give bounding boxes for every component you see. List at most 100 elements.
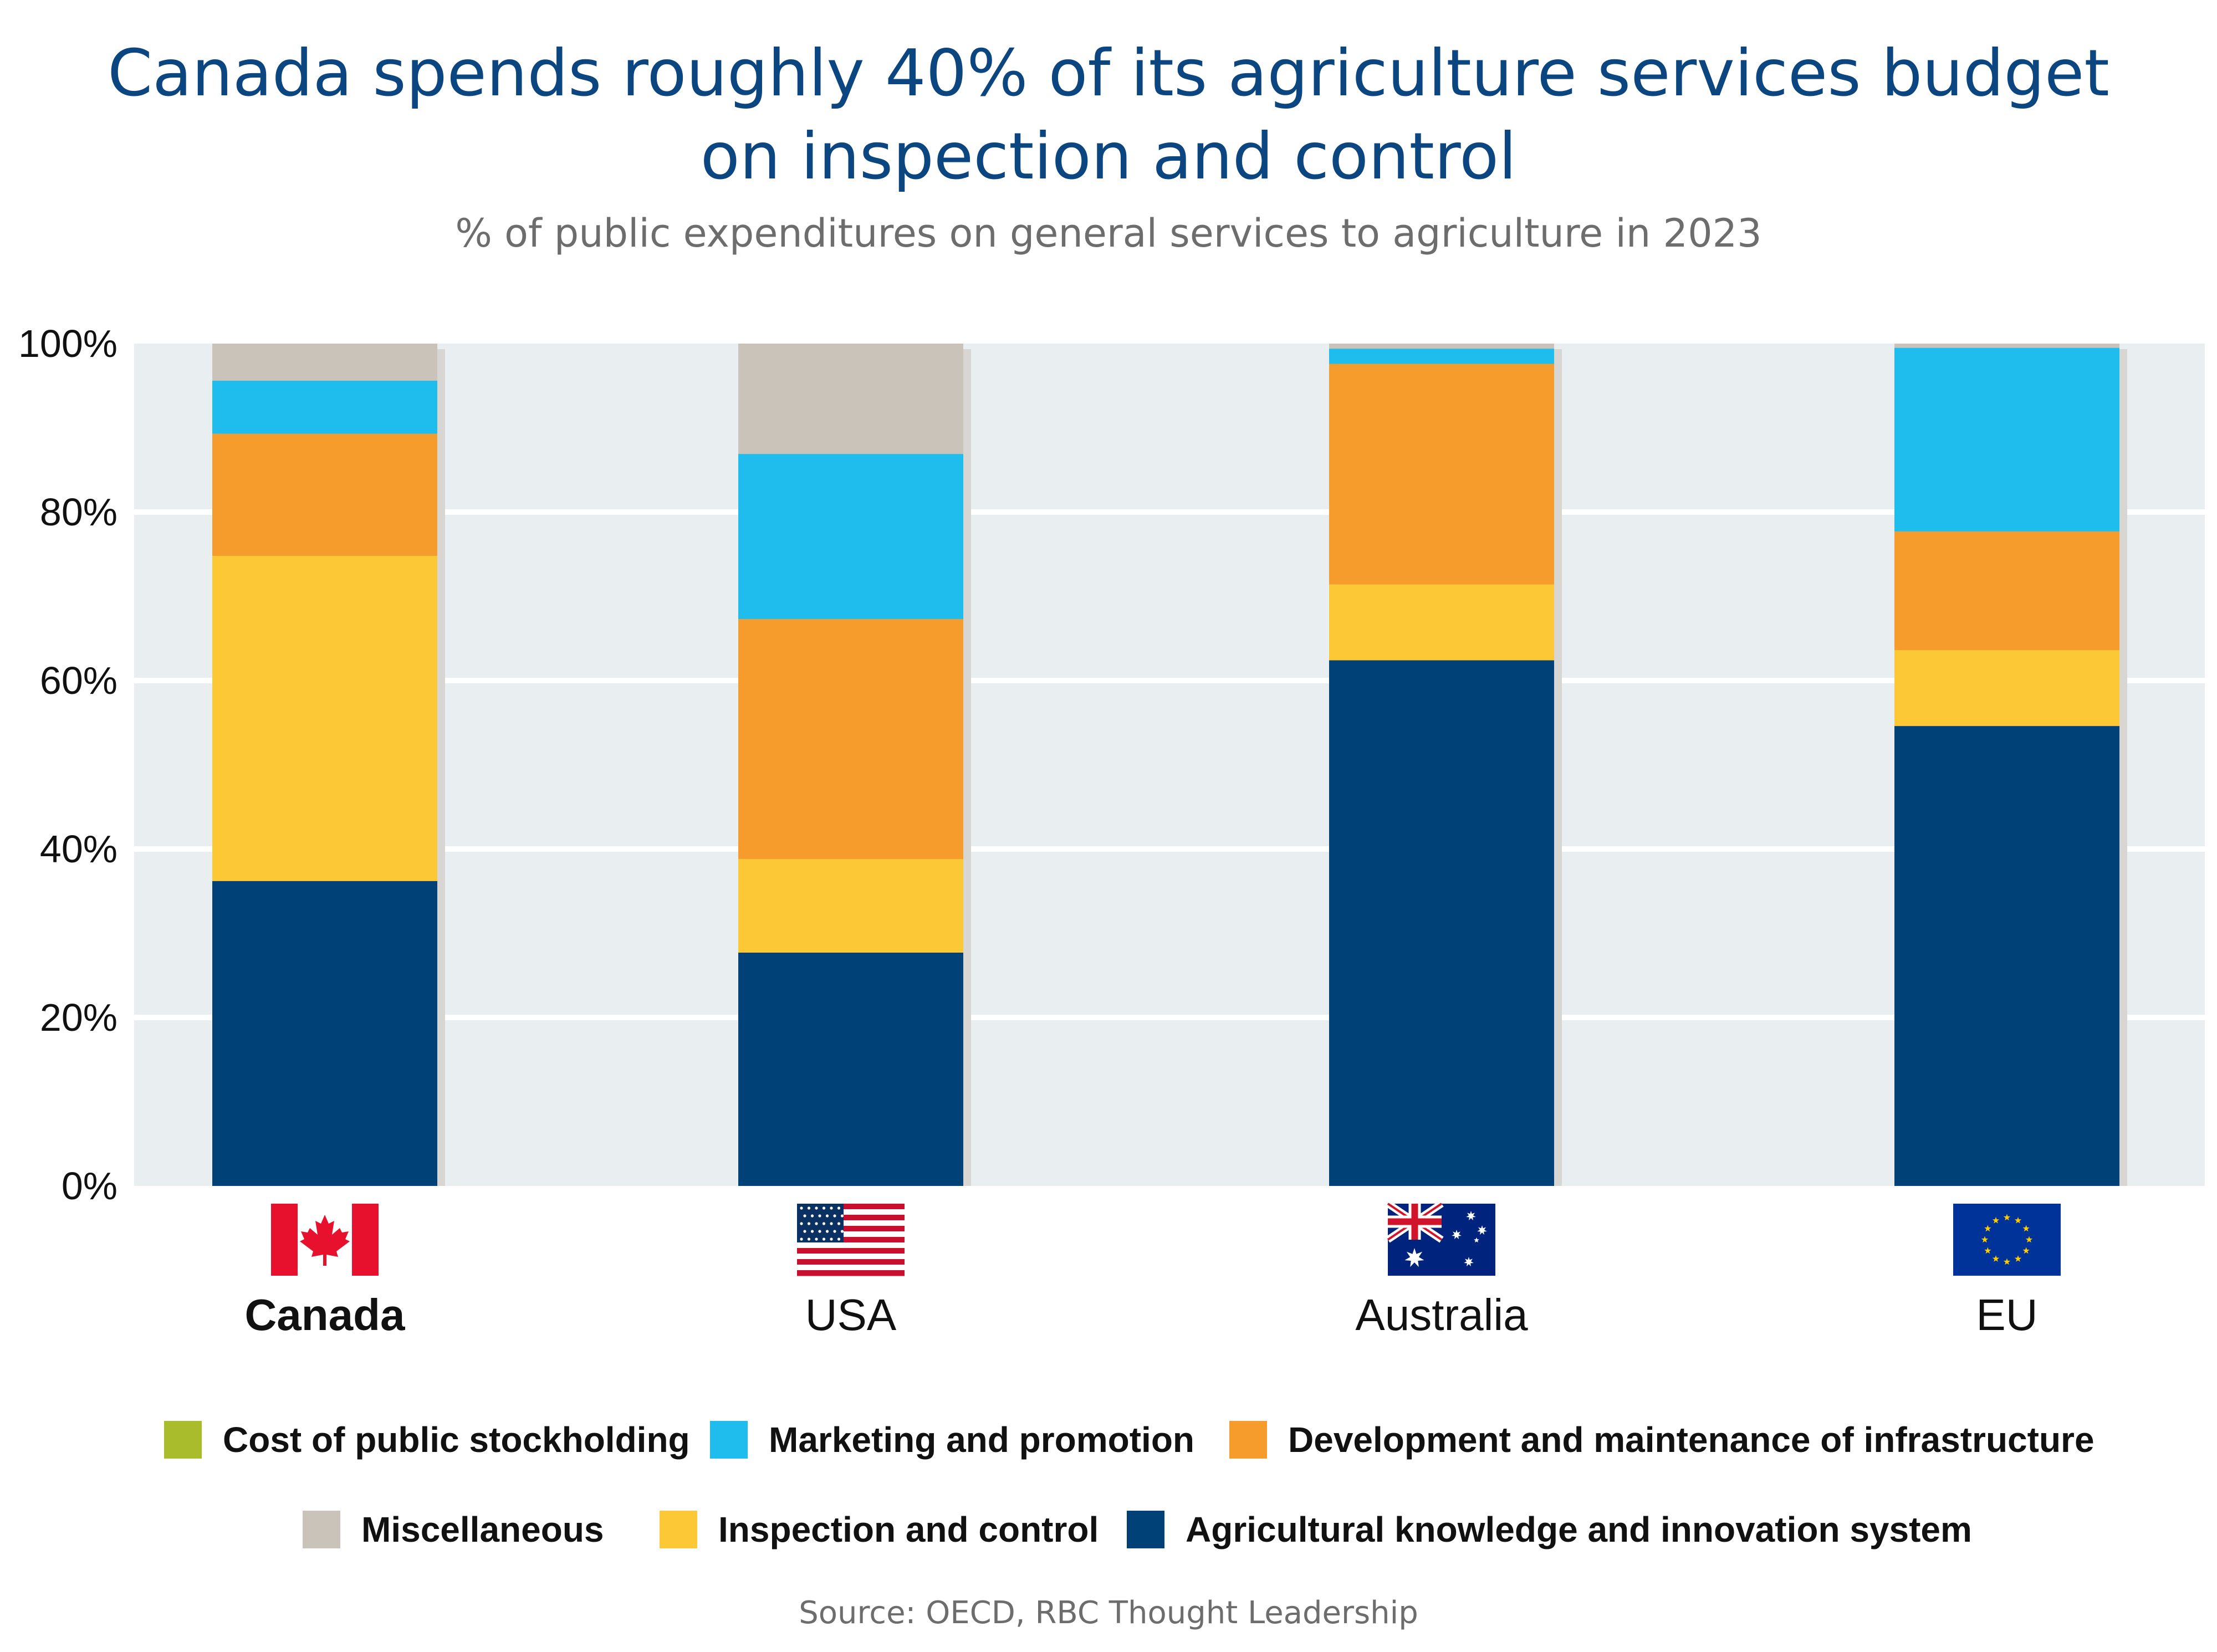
x-tick-label: EU: [1976, 1290, 2037, 1339]
flag-star: [1992, 1255, 2000, 1262]
flag-star: [830, 1237, 833, 1241]
flag-star: [822, 1206, 826, 1210]
flag-star: [1466, 1211, 1476, 1221]
canada-flag-icon: [271, 1204, 379, 1276]
bar-segment-eu-marketing-and-promotion: [1894, 347, 2119, 531]
flag-star: [833, 1230, 836, 1233]
bar-segment-australia-marketing-and-promotion: [1329, 349, 1554, 364]
y-tick-label: 40%: [40, 827, 118, 871]
flag-cross-red: [1388, 1218, 1442, 1225]
flag-stripe: [797, 1237, 905, 1243]
flag-star: [818, 1230, 821, 1233]
legend-swatch: [1127, 1511, 1164, 1548]
flag-stripe: [797, 1220, 905, 1226]
usa-flag-icon: [797, 1204, 905, 1276]
chart-source: Source: OECD, RBC Thought Leadership: [799, 1595, 1418, 1631]
bar-segment-eu-agricultural-knowledge-and-innovation-system: [1894, 726, 2119, 1186]
legend-item-development-and-maintenance-of-infrastructure: Development and maintenance of infrastru…: [1229, 1420, 2095, 1460]
flag-star: [830, 1222, 833, 1225]
legend-item-agricultural-knowledge-and-innovation-system: Agricultural knowledge and innovation sy…: [1127, 1510, 1972, 1549]
flag-star: [810, 1214, 814, 1218]
eu-flag-icon: [1953, 1204, 2061, 1276]
flag-star: [810, 1230, 814, 1233]
flag-star: [1984, 1247, 1991, 1254]
flag-stripe: [797, 1259, 905, 1265]
flag-star: [800, 1206, 803, 1210]
flag-band: [271, 1204, 298, 1276]
flag-star: [2022, 1225, 2030, 1232]
legend-label: Marketing and promotion: [769, 1420, 1194, 1460]
flag-star: [2025, 1236, 2033, 1243]
flag-band: [352, 1204, 379, 1276]
flag-stripe: [797, 1248, 905, 1254]
flag-star: [818, 1214, 821, 1218]
flag-star: [837, 1222, 841, 1225]
flag-star: [840, 1230, 844, 1233]
x-tick-label: Canada: [245, 1290, 405, 1339]
flag-star: [807, 1222, 811, 1225]
legend-label: Cost of public stockholding: [223, 1420, 690, 1460]
flag-stripe: [797, 1265, 905, 1271]
chart-title-line-2: on inspection and control: [700, 119, 1517, 194]
legend-item-cost-of-public-stockholding: Cost of public stockholding: [164, 1420, 690, 1460]
bar-segment-eu-miscellaneous: [1894, 344, 2119, 348]
bar-segment-usa-marketing-and-promotion: [738, 454, 963, 620]
bar-segment-eu-development-and-maintenance-of-infrastructure: [1894, 531, 2119, 651]
flag-star: [825, 1230, 829, 1233]
flag-star: [2003, 1258, 2011, 1265]
y-tick-label: 0%: [62, 1164, 118, 1208]
legend-label: Inspection and control: [718, 1510, 1099, 1549]
flag-stripe: [797, 1254, 905, 1260]
bar-segment-australia-development-and-maintenance-of-infrastructure: [1329, 364, 1554, 585]
flag-star: [822, 1222, 826, 1225]
bar-segment-canada-development-and-maintenance-of-infrastructure: [212, 433, 437, 556]
flag-star: [2014, 1216, 2022, 1224]
flag-stripe: [797, 1242, 905, 1249]
legend-swatch: [1229, 1421, 1267, 1459]
bar-segment-canada-agricultural-knowledge-and-innovation-system: [212, 881, 437, 1186]
flag-star: [807, 1206, 811, 1210]
flag-star: [803, 1214, 806, 1218]
bar-segment-canada-marketing-and-promotion: [212, 380, 437, 434]
flag-stripe: [797, 1226, 905, 1232]
flag-star: [833, 1214, 836, 1218]
flag-star: [1404, 1248, 1424, 1267]
flag-star: [815, 1206, 818, 1210]
flag-star: [807, 1237, 811, 1241]
flag-star: [1984, 1225, 1991, 1232]
flag-star: [1477, 1225, 1487, 1235]
bar-segment-australia-inspection-and-control: [1329, 584, 1554, 661]
flag-star: [1464, 1257, 1474, 1267]
bar-segment-canada-inspection-and-control: [212, 556, 437, 881]
legend-label: Development and maintenance of infrastru…: [1288, 1420, 2095, 1460]
flag-star: [822, 1237, 826, 1241]
flag-star: [837, 1206, 841, 1210]
flag-star: [815, 1222, 818, 1225]
legend-swatch: [164, 1421, 202, 1459]
legend-swatch: [660, 1511, 697, 1548]
chart-subtitle: % of public expenditures on general serv…: [455, 211, 1762, 256]
australia-flag-icon: [1386, 1200, 1495, 1276]
legend-label: Miscellaneous: [361, 1510, 604, 1549]
flag-stripe: [797, 1204, 905, 1210]
legend-item-marketing-and-promotion: Marketing and promotion: [710, 1420, 1194, 1460]
maple-leaf-icon: [300, 1215, 350, 1266]
x-tick-label: Australia: [1355, 1290, 1528, 1339]
y-tick-label: 100%: [18, 322, 118, 365]
bar-segment-eu-inspection-and-control: [1894, 650, 2119, 727]
flag-star: [1981, 1236, 1989, 1243]
y-tick-label: 60%: [40, 659, 118, 702]
legend-item-miscellaneous: Miscellaneous: [303, 1510, 604, 1549]
y-tick-label: 20%: [40, 996, 118, 1039]
flag-star: [2022, 1247, 2030, 1254]
legend-item-inspection-and-control: Inspection and control: [660, 1510, 1099, 1549]
x-tick-label: USA: [805, 1290, 897, 1339]
legend-swatch: [303, 1511, 340, 1548]
flag-star: [840, 1214, 844, 1218]
bar-segment-usa-miscellaneous: [738, 344, 963, 454]
bar-segment-australia-agricultural-knowledge-and-innovation-system: [1329, 660, 1554, 1186]
bar-segment-usa-development-and-maintenance-of-infrastructure: [738, 619, 963, 860]
bar-segment-usa-inspection-and-control: [738, 859, 963, 953]
flag-stripe: [797, 1215, 905, 1221]
flag-stripe: [797, 1209, 905, 1215]
